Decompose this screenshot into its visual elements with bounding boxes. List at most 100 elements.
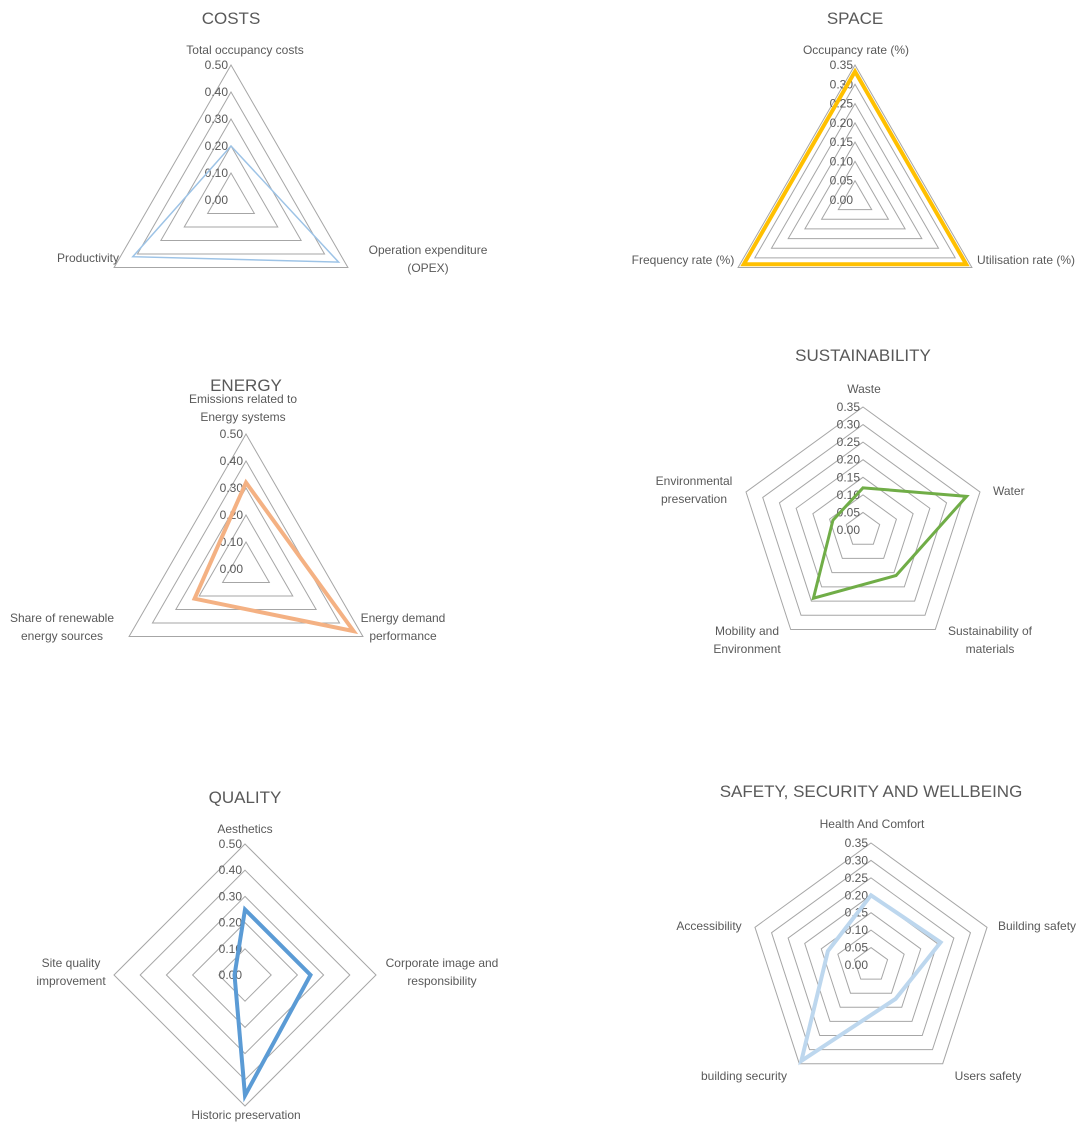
tick-label: 0.05 — [830, 174, 854, 188]
axis-label-operation-expenditure-opex: Operation expenditure (OPEX) — [369, 243, 488, 275]
axis-label-sustainability-of-materials: Sustainability of materials — [948, 624, 1033, 656]
chart-title: SAFETY, SECURITY AND WELLBEING — [720, 782, 1023, 801]
tick-label: 0.00 — [205, 193, 229, 207]
tick-label: 0.35 — [845, 836, 869, 850]
grid-ring — [804, 141, 906, 230]
axis-label-energy-demand-performance: Energy demand performance — [361, 611, 446, 643]
grid-ring — [128, 432, 364, 637]
grid-ring — [770, 859, 972, 1051]
tick-label: 0.50 — [205, 58, 229, 72]
tick-label: 0.00 — [830, 193, 854, 207]
grid-ring — [845, 511, 881, 545]
grid-ring — [136, 90, 326, 255]
series-line — [740, 67, 970, 267]
tick-label: 0.00 — [837, 523, 861, 537]
tick-label: 0.15 — [837, 470, 861, 484]
grid-ring — [113, 843, 377, 1107]
grid-ring — [804, 894, 938, 1022]
radar-chart-space: SPACE0.000.050.100.150.200.250.300.35Occ… — [632, 9, 1075, 268]
series-line — [191, 478, 359, 635]
radar-chart-safety-security-and-wellbeing: SAFETY, SECURITY AND WELLBEING 0.00 0.05 0.… — [676, 782, 1076, 1083]
grid-ring — [762, 423, 964, 616]
tick-label: 0.00 — [219, 968, 243, 982]
grid-ring — [139, 869, 351, 1081]
tick-label: 0.20 — [837, 453, 861, 467]
grid-ring — [206, 172, 256, 214]
grid-ring — [820, 160, 890, 220]
grid-ring — [837, 929, 905, 994]
series-line — [232, 905, 313, 1103]
chart-title: ENERGY — [210, 376, 282, 395]
series-line — [811, 486, 970, 601]
radar-chart-sustainability: SUSTAINABILITY0.000.050.100.150.200.250.… — [656, 346, 1033, 656]
chart-title: SPACE — [827, 9, 883, 28]
grid-ring — [820, 912, 922, 1008]
tick-label: 0.10 — [220, 535, 244, 549]
axis-label-total-occupancy-costs: Total occupancy costs — [186, 43, 303, 57]
tick-label: 0.30 — [837, 418, 861, 432]
tick-label: 0.10 — [845, 923, 869, 937]
grid-ring — [828, 494, 898, 559]
grid-ring — [183, 145, 279, 228]
axis-label-waste: Waste — [847, 382, 881, 396]
tick-label: 0.00 — [845, 958, 869, 972]
axis-label-corporate-image-and-responsibility: Corporate image and responsibility — [386, 956, 499, 988]
tick-label: 0.30 — [219, 889, 243, 903]
grid-ring — [151, 459, 341, 624]
grid-ring — [165, 895, 325, 1055]
grid-ring — [159, 118, 303, 241]
grid-ring — [795, 459, 931, 588]
tick-label: 0.25 — [837, 435, 861, 449]
tick-label: 0.20 — [219, 916, 243, 930]
grid-ring — [787, 877, 955, 1036]
radar-chart-energy: ENERGY0.000.100.200.300.400.50Emissions … — [10, 376, 445, 643]
grid-ring — [778, 441, 948, 602]
axis-label-emissions-related-to-energy-systems: Emissions related to Energy systems — [189, 392, 297, 424]
grid-ring — [191, 921, 299, 1029]
tick-label: 0.30 — [220, 481, 244, 495]
grid-ring — [837, 179, 873, 211]
grid-ring — [754, 842, 988, 1065]
axis-label-building-safety: Building safety — [998, 919, 1076, 933]
grid-ring — [812, 476, 914, 574]
tick-label: 0.30 — [845, 853, 869, 867]
grid-ring — [745, 406, 981, 631]
tick-label: 0.40 — [205, 85, 229, 99]
axis-label-water: Water — [993, 484, 1025, 498]
axis-label-frequency-rate: Frequency rate (%) — [632, 253, 735, 267]
axis-label-aesthetics: Aesthetics — [217, 822, 272, 836]
axis-label-historic-preservation: Historic preservation — [191, 1108, 300, 1122]
chart-title: COSTS — [202, 9, 261, 28]
axis-label-site-quality-improvement: Site quality improvement — [36, 956, 106, 988]
axis-label-productivity: Productivity — [57, 251, 119, 265]
tick-label: 0.00 — [220, 562, 244, 576]
axis-label-occupancy-rate: Occupancy rate (%) — [803, 43, 909, 57]
tick-label: 0.10 — [205, 166, 229, 180]
grid-ring — [787, 121, 923, 240]
grid-ring — [770, 102, 940, 249]
axis-label-utilisation-rate: Utilisation rate (%) — [977, 253, 1075, 267]
axis-label-health-and-comfort: Health And Comfort — [820, 817, 925, 831]
tick-label: 0.20 — [830, 116, 854, 130]
tick-label: 0.20 — [845, 888, 869, 902]
axis-label-building-security: building security — [701, 1069, 787, 1083]
tick-label: 0.25 — [845, 871, 869, 885]
tick-label: 0.40 — [219, 863, 243, 877]
axis-label-mobility-and-environment: Mobility and Environment — [713, 624, 781, 656]
series-line — [131, 144, 341, 263]
tick-label: 0.50 — [219, 837, 243, 851]
tick-label: 0.30 — [205, 112, 229, 126]
grid-ring — [113, 63, 349, 268]
axis-label-share-of-renewable-energy-sources: Share of renewable energy sources — [10, 611, 114, 643]
tick-label: 0.35 — [830, 58, 854, 72]
tick-label: 0.05 — [845, 941, 869, 955]
grid-ring — [753, 83, 957, 259]
chart-title: SUSTAINABILITY — [795, 346, 931, 365]
axis-label-environmental-preservation: Environmental preservation — [656, 474, 733, 506]
grid-ring — [737, 64, 973, 268]
grid-ring — [218, 948, 272, 1002]
axis-label-users-safety: Users safety — [955, 1069, 1022, 1083]
series-line — [798, 892, 944, 1066]
